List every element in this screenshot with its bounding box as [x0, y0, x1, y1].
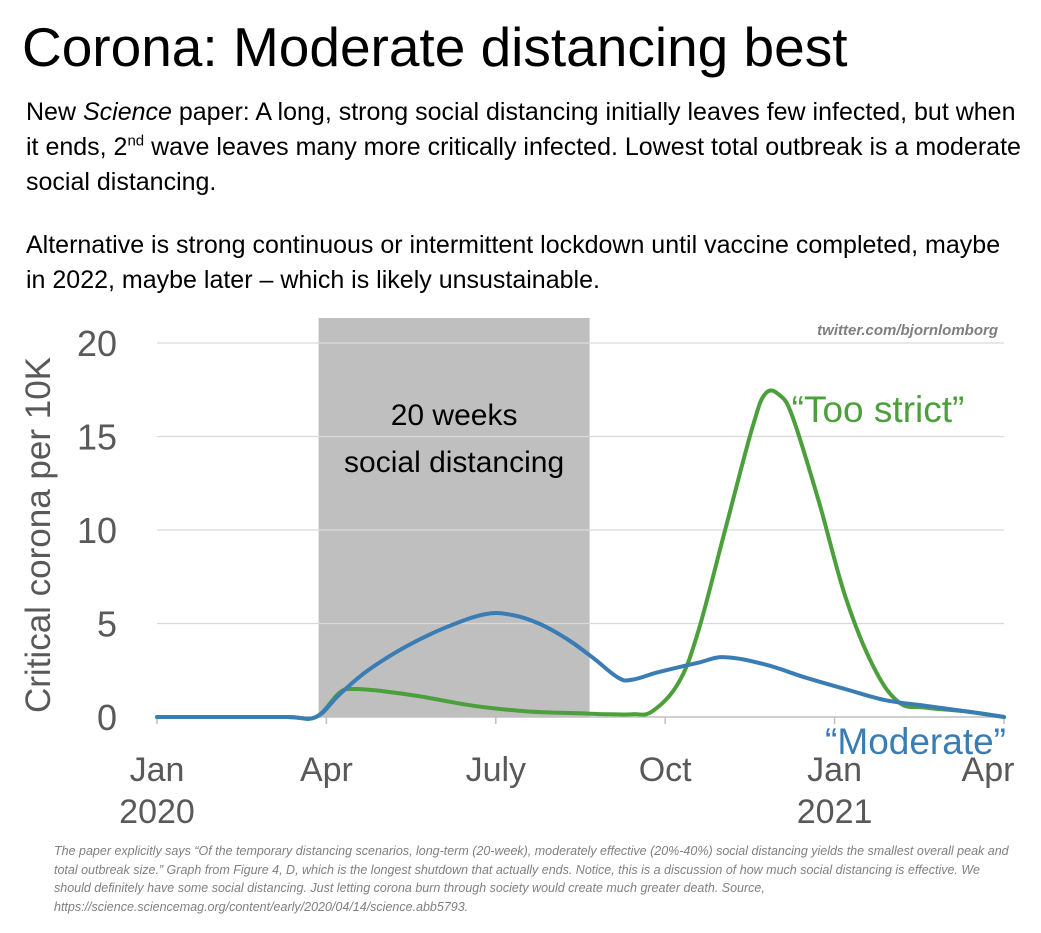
x-tick-label: Apr [300, 751, 353, 789]
social-distancing-region [318, 318, 590, 717]
intro-text-b: paper: A long, strong social distancing … [26, 98, 1016, 161]
y-tick-label: 20 [77, 323, 117, 364]
y-tick-label: 10 [77, 510, 117, 551]
y-tick-label: 5 [97, 604, 117, 645]
y-axis-label: Critical corona per 10K [19, 357, 58, 713]
gridlines [157, 342, 1004, 625]
x-tick-label: Jan [130, 751, 185, 789]
intro-paragraph: New Science paper: A long, strong social… [26, 95, 1026, 200]
x-tick-label: July [466, 751, 526, 789]
series-lines [155, 388, 1006, 721]
intro-text-a: New [26, 98, 83, 126]
x-tick-label-year: 2020 [119, 793, 195, 831]
x-tick-labels: Jan 2020 Apr July Oct Jan 2021 Apr [119, 751, 1014, 831]
region-label-line2: social distancing [344, 446, 564, 479]
watermark: twitter.com/bjornlomborg [817, 322, 998, 339]
x-tick-label-year: 2021 [797, 793, 873, 831]
footnote: The paper explicitly says “Of the tempor… [54, 844, 1009, 914]
y-tick-label: 15 [77, 417, 117, 458]
y-tick-labels: 0 5 10 15 20 [77, 323, 117, 738]
x-tick-label: Jan [807, 751, 862, 789]
x-tick-label: Apr [962, 751, 1015, 789]
x-tick-label: Oct [639, 751, 692, 789]
journal-name: Science [82, 98, 172, 126]
ordinal-suffix: nd [127, 132, 145, 150]
series-label-moderate: “Moderate” [825, 721, 1006, 762]
y-tick-label: 0 [97, 697, 117, 738]
region-label-line1: 20 weeks [391, 399, 518, 432]
series-line-moderate [155, 611, 1006, 721]
page-title: Corona: Moderate distancing best [22, 16, 848, 78]
series-label-too-strict: “Too strict” [792, 389, 965, 430]
alternative-paragraph: Alternative is strong continuous or inte… [26, 231, 1001, 294]
intro-text-c: wave leaves many more critically infecte… [26, 133, 1021, 196]
